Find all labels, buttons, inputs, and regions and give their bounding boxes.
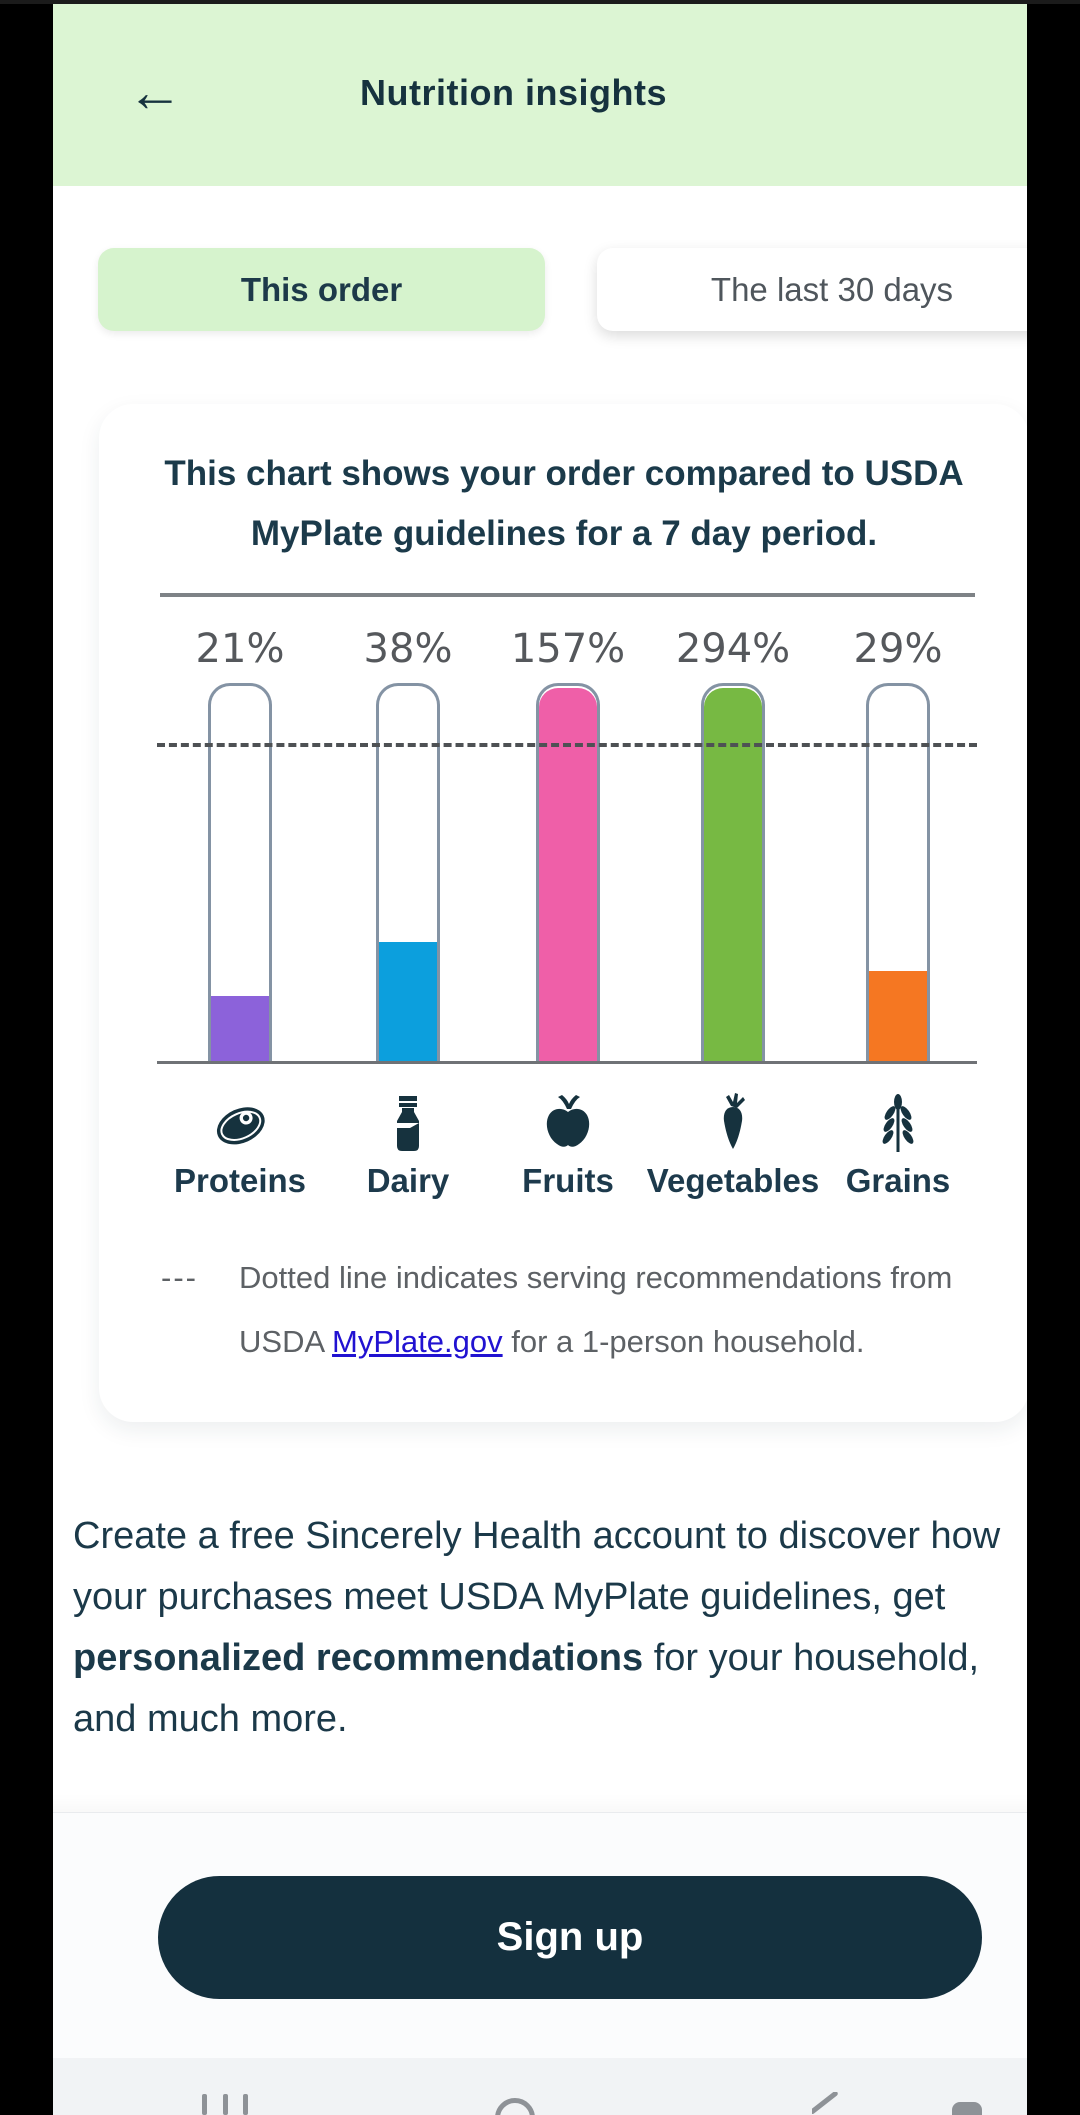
myplate-gov-link[interactable]: MyPlate.gov bbox=[332, 1324, 503, 1359]
chart-top-divider bbox=[160, 593, 975, 597]
page-title: Nutrition insights bbox=[360, 72, 667, 113]
pencil-icon[interactable] bbox=[812, 2092, 848, 2115]
bar-fill-vegetables bbox=[704, 688, 762, 1063]
bar-tube-vegetables bbox=[701, 683, 765, 1063]
category-label: Fruits bbox=[522, 1162, 614, 1199]
milk-bottle-icon bbox=[376, 1092, 440, 1156]
wheat-icon bbox=[866, 1092, 930, 1156]
recommendation-dotted-line bbox=[157, 743, 977, 747]
nutrition-chart-card: This chart shows your order compared to … bbox=[99, 404, 1029, 1422]
bar-fill-fruits bbox=[539, 688, 597, 1063]
bar-chart: 21% Proteins 38% Dairy 157% Fruits 294% Veg… bbox=[99, 404, 1029, 1199]
back-arrow-icon[interactable]: ← bbox=[127, 60, 183, 123]
chart-legend: --- Dotted line indicates serving recomm… bbox=[161, 1246, 991, 1374]
bar-value-label: 21% bbox=[195, 626, 285, 672]
letterbox-left bbox=[0, 0, 53, 2115]
legend-text-after-link: for a 1-person household. bbox=[502, 1324, 865, 1359]
bar-value-label: 157% bbox=[510, 626, 626, 672]
tab-this-order-label: This order bbox=[240, 270, 403, 308]
legend-text-before-link: Dotted line indicates serving recommenda… bbox=[239, 1260, 953, 1359]
bag-icon[interactable] bbox=[952, 2102, 982, 2115]
cta-text-after-bold: for your household, and much more. bbox=[73, 1637, 980, 1740]
bar-value-label: 38% bbox=[363, 626, 453, 672]
tab-last-30-days-label: The last 30 days bbox=[710, 270, 954, 308]
letterbox-right bbox=[1027, 0, 1080, 2115]
meat-icon bbox=[208, 1092, 272, 1156]
bar-value-label: 29% bbox=[853, 626, 943, 672]
chart-baseline bbox=[157, 1061, 977, 1064]
bottom-nav-cutoff bbox=[0, 2058, 1080, 2115]
bar-tube-proteins bbox=[208, 683, 272, 1063]
category-label: Proteins bbox=[173, 1162, 307, 1199]
header-bar: ← Nutrition insights bbox=[0, 4, 1080, 186]
apple-icon bbox=[536, 1092, 600, 1156]
legend-text: Dotted line indicates serving recommenda… bbox=[239, 1246, 979, 1374]
bar-value-label: 294% bbox=[675, 626, 791, 672]
bar-fill-proteins bbox=[211, 996, 269, 1063]
cta-text-bold: personalized recommendations bbox=[73, 1637, 644, 1679]
bar-tube-grains bbox=[866, 683, 930, 1063]
sign-up-button-label: Sign up bbox=[496, 1915, 644, 1959]
bar-fill-dairy bbox=[379, 942, 437, 1063]
dashed-line-marker-icon: --- bbox=[161, 1260, 198, 1295]
screen-top-edge bbox=[0, 0, 1080, 4]
cta-paragraph: Create a free Sincerely Health account t… bbox=[73, 1506, 1035, 1750]
category-label: Dairy bbox=[366, 1162, 450, 1199]
utensils-icon[interactable] bbox=[202, 2094, 248, 2115]
chart-title: This chart shows your order compared to … bbox=[164, 454, 964, 553]
category-label: Vegetables bbox=[646, 1162, 820, 1199]
sign-up-button[interactable]: Sign up bbox=[158, 1876, 982, 1999]
bar-tube-dairy bbox=[376, 683, 440, 1063]
signup-bar: Sign up bbox=[0, 1812, 1080, 2059]
category-label: Grains bbox=[845, 1162, 951, 1199]
bar-fill-grains bbox=[869, 971, 927, 1063]
tab-this-order[interactable]: This order bbox=[98, 248, 545, 331]
tab-last-30-days[interactable]: The last 30 days bbox=[597, 248, 1067, 331]
person-icon[interactable] bbox=[495, 2098, 541, 2115]
carrot-icon bbox=[701, 1092, 765, 1156]
cta-text-before-bold: Create a free Sincerely Health account t… bbox=[73, 1515, 1001, 1618]
bar-tube-fruits bbox=[536, 683, 600, 1063]
